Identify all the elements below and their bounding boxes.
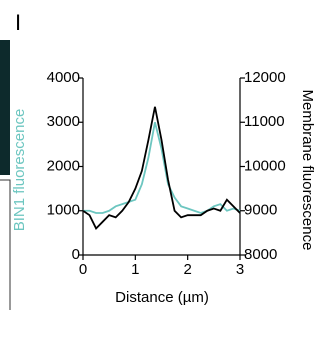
y2-tick-label: 11000 bbox=[244, 113, 285, 130]
y-tick-label: 4000 bbox=[47, 69, 80, 86]
y2-tick-label: 12000 bbox=[244, 69, 286, 86]
y2-tick-label: 10000 bbox=[244, 157, 286, 174]
x-tick-label: 0 bbox=[79, 261, 87, 278]
x-axis-label: Distance (µm) bbox=[115, 289, 209, 306]
image-frame bbox=[0, 180, 10, 310]
chart: I Distance (µm) BIN1 fluorescence Membra… bbox=[0, 0, 321, 337]
y-axis-label: BIN1 fluorescence bbox=[11, 109, 28, 232]
panel-label: I bbox=[15, 10, 21, 35]
y2-tick-label: 8000 bbox=[244, 246, 277, 263]
y2-tick-label: 9000 bbox=[244, 202, 277, 219]
image-fragment bbox=[0, 40, 10, 175]
y-tick-label: 1000 bbox=[47, 202, 80, 219]
x-tick-label: 2 bbox=[183, 261, 191, 278]
y-tick-label: 2000 bbox=[47, 157, 80, 174]
y-tick-label: 3000 bbox=[47, 113, 80, 130]
y2-axis-label: Membrane fluorescence bbox=[299, 90, 316, 251]
x-tick-label: 1 bbox=[131, 261, 139, 278]
x-tick-label: 3 bbox=[236, 261, 244, 278]
data-line bbox=[83, 107, 240, 229]
